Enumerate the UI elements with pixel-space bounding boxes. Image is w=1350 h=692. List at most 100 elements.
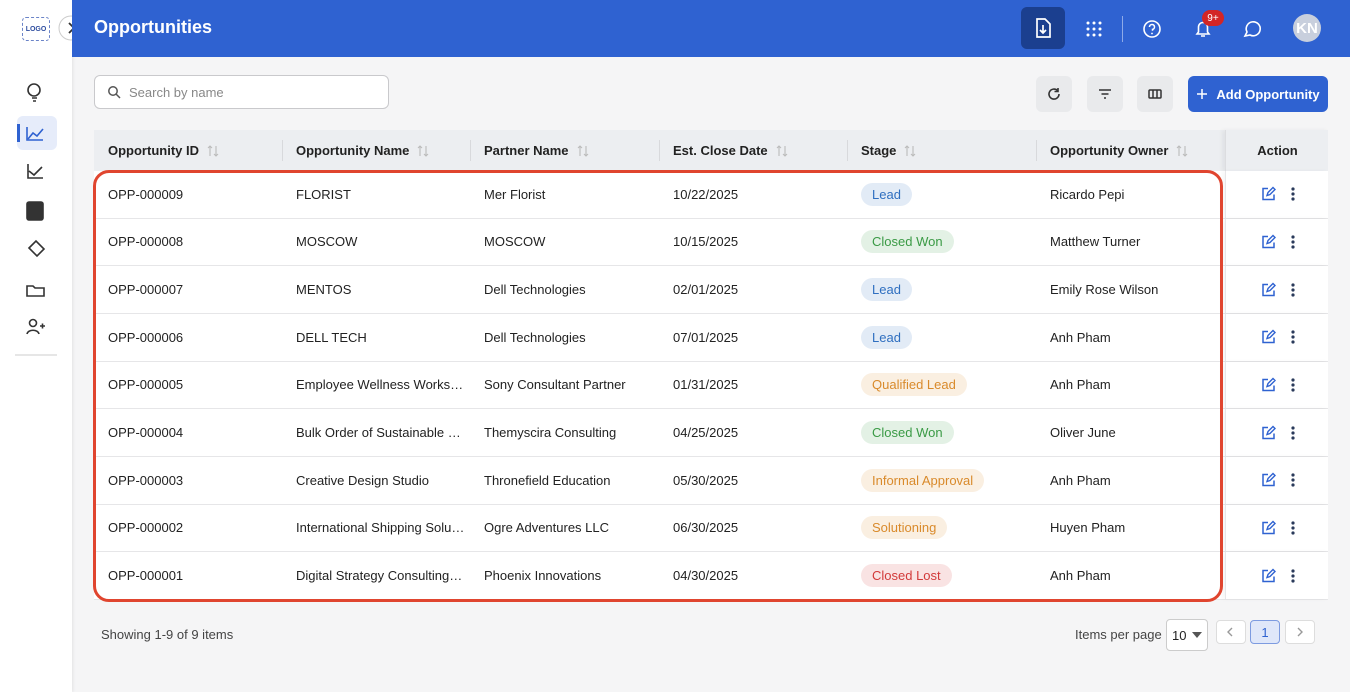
column-title: Partner Name (484, 143, 569, 158)
pagination-summary: Showing 1-9 of 9 items (101, 627, 234, 642)
more-button[interactable] (1290, 329, 1296, 345)
more-button[interactable] (1290, 568, 1296, 584)
edit-button[interactable] (1260, 425, 1276, 441)
column-header[interactable]: Opportunity ID (108, 130, 219, 171)
stage-cell: Informal Approval (861, 457, 985, 504)
edit-button[interactable] (1260, 472, 1276, 488)
ideas-icon[interactable] (27, 83, 41, 97)
folder-icon[interactable] (26, 285, 45, 297)
action-cell (1225, 314, 1329, 361)
column-header[interactable]: Opportunity Name (296, 130, 429, 171)
name-cell: Bulk Order of Sustainable … (296, 425, 461, 441)
close-date-cell: 01/31/2025 (673, 377, 739, 393)
more-button[interactable] (1290, 234, 1296, 250)
name-cell: Employee Wellness Works… (296, 377, 464, 393)
edit-button[interactable] (1260, 568, 1276, 584)
id-cell: OPP-000004 (108, 425, 184, 441)
divider (1122, 16, 1123, 42)
column-title: Est. Close Date (673, 143, 768, 158)
owner-cell: Ricardo Pepi (1050, 186, 1125, 202)
owner-cell: Matthew Turner (1050, 234, 1141, 250)
add-opportunity-button[interactable]: Add Opportunity (1188, 76, 1328, 112)
table-row: OPP-000003 Creative Design Studio Thronefi… (94, 457, 1328, 505)
edit-button[interactable] (1260, 329, 1276, 345)
action-cell (1225, 361, 1329, 409)
top-bar: Opportunities 9+ KN (72, 0, 1350, 57)
stage-cell: Lead (861, 171, 912, 218)
edit-button[interactable] (1260, 186, 1276, 202)
logo[interactable]: LOGO (22, 17, 50, 41)
table-row: OPP-000009 FLORIST Mer Florist 10/22/2025 Le… (94, 171, 1328, 219)
close-date-cell: 06/30/2025 (673, 520, 739, 536)
partner-cell: Mer Florist (484, 186, 546, 202)
owner-cell: Emily Rose Wilson (1050, 282, 1159, 298)
tag-icon[interactable] (27, 239, 46, 258)
more-button[interactable] (1290, 186, 1296, 202)
table-row: OPP-000006 DELL TECH Dell Technologies 07/0… (94, 314, 1328, 362)
active-nav[interactable] (17, 116, 57, 150)
edit-button[interactable] (1260, 520, 1276, 536)
more-button[interactable] (1290, 425, 1296, 441)
column-divider (847, 140, 848, 161)
column-header[interactable]: Stage (861, 130, 916, 171)
table-row: OPP-000002 International Shipping Solu… Og… (94, 504, 1328, 553)
page-button[interactable]: 1 (1250, 620, 1280, 644)
more-button[interactable] (1290, 520, 1296, 536)
edit-button[interactable] (1260, 282, 1276, 298)
column-divider (1036, 140, 1037, 161)
button-label: Add Opportunity (1216, 86, 1320, 102)
partner-cell: Sony Consultant Partner (484, 377, 626, 393)
owner-cell: Anh Pham (1050, 329, 1111, 345)
partner-cell: Thronefield Education (484, 472, 611, 488)
action-cell (1225, 266, 1329, 313)
search-box[interactable]: Search by name (94, 75, 389, 109)
id-cell: OPP-000001 (108, 568, 184, 584)
notification-badge: 9+ (1202, 10, 1224, 26)
column-divider (282, 140, 283, 161)
user-avatar[interactable]: KN (1293, 14, 1321, 42)
more-button[interactable] (1290, 472, 1296, 488)
id-cell: OPP-000009 (108, 186, 184, 202)
close-date-cell: 07/01/2025 (673, 329, 739, 345)
close-date-cell: 04/30/2025 (673, 568, 739, 584)
table-row: OPP-000004 Bulk Order of Sustainable … The… (94, 409, 1328, 457)
partner-cell: Dell Technologies (484, 329, 586, 345)
table-row: OPP-000008 MOSCOW MOSCOW 10/15/2025 Closed W… (94, 218, 1328, 267)
report-icon[interactable] (27, 164, 43, 179)
action-cell (1225, 457, 1329, 504)
filter-button[interactable] (1087, 76, 1123, 112)
prev-page[interactable] (1216, 620, 1246, 644)
edit-button[interactable] (1260, 377, 1276, 393)
items-per-page-label: Items per page (1075, 627, 1162, 642)
add-user-icon[interactable] (28, 318, 38, 328)
column-header[interactable]: Opportunity Owner (1050, 130, 1188, 171)
close-date-cell: 10/22/2025 (673, 186, 739, 202)
edit-button[interactable] (1260, 234, 1276, 250)
contacts-icon[interactable] (26, 201, 44, 221)
stage-badge: Lead (861, 182, 912, 206)
apps-button[interactable] (1080, 14, 1108, 42)
more-button[interactable] (1290, 377, 1296, 393)
partner-cell: Dell Technologies (484, 282, 586, 298)
column-header[interactable]: Est. Close Date (673, 130, 788, 171)
owner-cell: Anh Pham (1050, 377, 1111, 393)
name-cell: Digital Strategy Consulting… (296, 568, 463, 584)
stage-badge: Closed Lost (861, 564, 952, 588)
help-button[interactable] (1138, 14, 1166, 42)
more-button[interactable] (1290, 282, 1296, 298)
refresh-button[interactable] (1036, 76, 1072, 112)
columns-button[interactable] (1137, 76, 1173, 112)
page-title: Opportunities (94, 17, 212, 37)
owner-cell: Anh Pham (1050, 568, 1111, 584)
partner-cell: MOSCOW (484, 234, 546, 250)
items-per-page-select[interactable]: 10 (1166, 619, 1208, 651)
name-cell: DELL TECH (296, 329, 367, 345)
column-header[interactable]: Partner Name (484, 130, 589, 171)
id-cell: OPP-000002 (108, 520, 184, 536)
chat-button[interactable] (1238, 14, 1266, 42)
stage-badge: Lead (861, 278, 912, 302)
next-page[interactable] (1285, 620, 1315, 644)
export-button[interactable] (1021, 7, 1065, 49)
table-row: OPP-000007 MENTOS Dell Technologies 02/01/2… (94, 266, 1328, 314)
